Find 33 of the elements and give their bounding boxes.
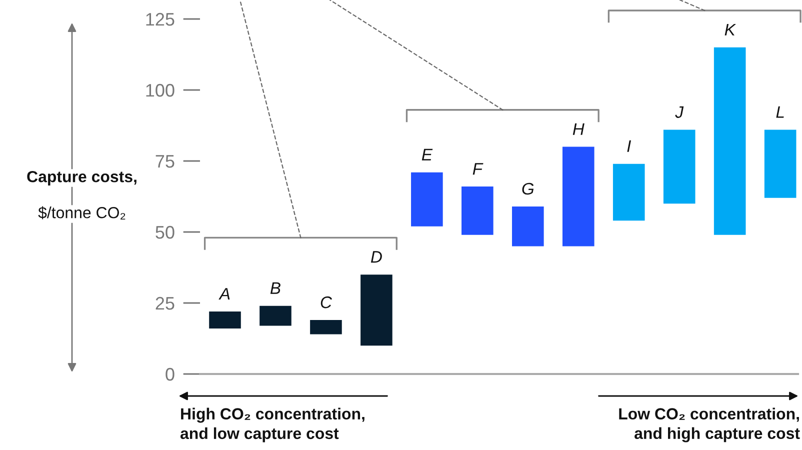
x-tick-label: H — [572, 123, 584, 135]
x-tick-label: L — [776, 106, 784, 118]
bar — [562, 146, 594, 246]
x-tick-label: F — [472, 163, 484, 175]
bar — [411, 172, 443, 226]
x-tick-label: D — [370, 251, 382, 263]
bar — [310, 320, 342, 334]
y-tick-label: 25 — [156, 296, 174, 310]
bar — [714, 47, 746, 235]
bar — [462, 186, 494, 235]
y-tick-label: 75 — [156, 155, 174, 168]
bar — [512, 206, 544, 246]
y-tick-label: 125 — [146, 12, 174, 26]
bar — [612, 164, 645, 221]
text: Low CO₂ concentration, and high capture cost — [619, 408, 800, 442]
bar — [209, 312, 241, 329]
x-tick-label: A — [218, 288, 230, 300]
x-tick-label: C — [320, 296, 332, 308]
x-tick-label: E — [422, 148, 433, 160]
bar — [260, 306, 292, 326]
x-tick-label: K — [724, 24, 736, 36]
x-tick-label: G — [522, 182, 534, 195]
y-tick-label: 50 — [156, 226, 174, 239]
text: Capture costs, $/tonne CO₂ — [27, 170, 136, 220]
bar — [764, 130, 796, 198]
bar — [663, 130, 696, 204]
y-tick-label: 0 — [166, 368, 174, 381]
x-tick-label: J — [675, 106, 684, 118]
text: High CO₂ concentration, and low capture cost — [180, 408, 364, 442]
x-tick-label: I — [627, 140, 631, 152]
y-tick-label: 100 — [146, 84, 174, 97]
x-tick-label: B — [270, 282, 280, 294]
bar — [360, 274, 392, 346]
